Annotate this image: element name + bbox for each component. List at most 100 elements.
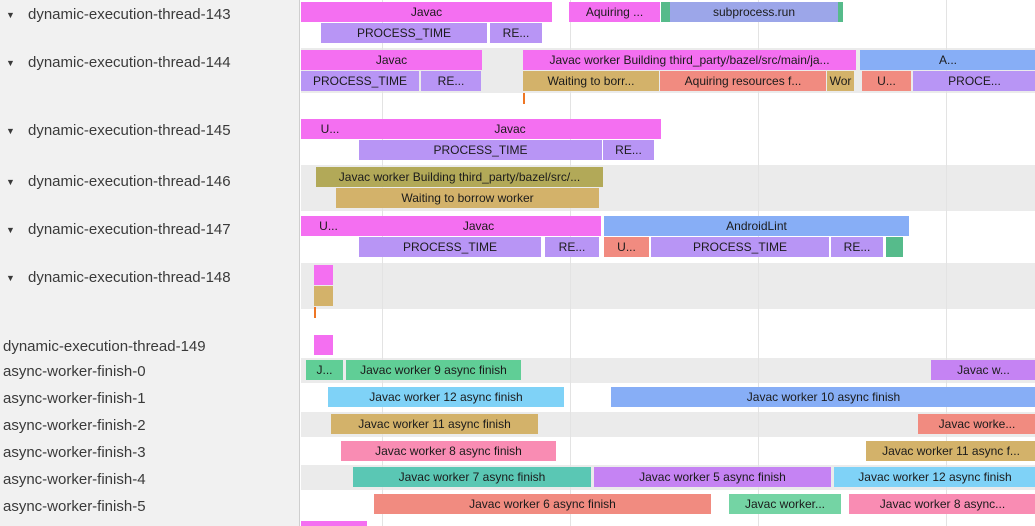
slice-bar[interactable]: AndroidLint — [604, 216, 909, 236]
expander-triangle-icon[interactable]: ▼ — [6, 224, 15, 235]
expander-triangle-icon[interactable]: ▼ — [6, 176, 15, 187]
slice-label: Javac — [462, 219, 495, 233]
slice-bar[interactable]: Javac worker 8 async finish — [341, 441, 556, 461]
slice-bar[interactable]: Javac worker 12 async finish — [328, 387, 564, 407]
track-header-dynamic-execution-thread-149[interactable]: dynamic-execution-thread-149 — [0, 336, 302, 357]
track-name: dynamic-execution-thread-143 — [28, 6, 231, 23]
slice-label: Javac worker 5 async finish — [639, 470, 786, 484]
slice-bar[interactable]: RE... — [831, 237, 883, 257]
slice-bar[interactable]: U... — [301, 119, 359, 139]
slice-bar[interactable]: U... — [862, 71, 911, 91]
slice-bar[interactable]: PROCESS_TIME — [359, 237, 541, 257]
timeline[interactable]: Javac Aquiring ... subprocess.run PROCESS_T… — [301, 0, 1035, 526]
slice-bar[interactable]: Aquiring ... — [569, 2, 660, 22]
track-header-async-worker-finish-4[interactable]: async-worker-finish-4 — [0, 469, 302, 490]
slice-label: Javac worker 10 async finish — [746, 390, 901, 404]
track-name: async-worker-finish-3 — [3, 444, 146, 461]
track-header-dynamic-execution-thread-147[interactable]: ▼ dynamic-execution-thread-147 — [0, 219, 299, 240]
slice-bar[interactable] — [661, 2, 670, 22]
track-header-dynamic-execution-thread-144[interactable]: ▼ dynamic-execution-thread-144 — [0, 52, 299, 73]
slice-bar[interactable]: Javac worker 11 async f... — [866, 441, 1035, 461]
track-header-async-worker-finish-2[interactable]: async-worker-finish-2 — [0, 415, 302, 436]
track-header-dynamic-execution-thread-146[interactable]: ▼ dynamic-execution-thread-146 — [0, 171, 299, 192]
slice-bar[interactable]: Javac worke... — [918, 414, 1035, 434]
expander-triangle-icon[interactable]: ▼ — [6, 57, 15, 68]
slice-label: Javac — [375, 53, 408, 67]
slice-bar[interactable]: U... — [301, 216, 356, 236]
slice-label: RE... — [558, 240, 586, 254]
slice-bar[interactable]: Javac w... — [931, 360, 1035, 380]
track-header-dynamic-execution-thread-143[interactable]: ▼ dynamic-execution-thread-143 — [0, 4, 299, 25]
track-name: async-worker-finish-1 — [3, 390, 146, 407]
expander-triangle-icon[interactable]: ▼ — [6, 9, 15, 20]
slice-bar[interactable]: PROCESS_TIME — [301, 71, 419, 91]
gridline — [382, 0, 383, 526]
slice-bar[interactable]: RE... — [421, 71, 481, 91]
slice-label: Javac worke... — [938, 417, 1016, 431]
slice-bar[interactable]: J... — [306, 360, 343, 380]
slice-bar[interactable]: A... — [860, 50, 1035, 70]
slice-bar[interactable]: PROCE... — [913, 71, 1035, 91]
slice-bar[interactable]: RE... — [603, 140, 654, 160]
slice-label: Aquiring resources f... — [684, 74, 802, 88]
expander-triangle-icon[interactable]: ▼ — [6, 272, 15, 283]
slice-bar[interactable]: PROCESS_TIME — [651, 237, 829, 257]
slice-bar[interactable]: Wor — [827, 71, 854, 91]
slice-bar[interactable] — [314, 265, 333, 285]
slice-label: Javac worker 8 async finish — [375, 444, 522, 458]
slice-bar[interactable]: PROCESS_TIME — [321, 23, 487, 43]
slice-label: PROCESS_TIME — [402, 240, 498, 254]
track-name: async-worker-finish-0 — [3, 363, 146, 380]
slice-label: Javac worker 12 async finish — [369, 390, 523, 404]
instant-event-tick[interactable] — [314, 307, 316, 318]
slice-bar[interactable]: Javac worker 6 async finish — [374, 494, 711, 514]
slice-bar[interactable]: Javac worker Building third_party/bazel/… — [316, 167, 603, 187]
slice-bar[interactable] — [886, 237, 903, 257]
slice-label: A... — [938, 53, 957, 67]
slice-bar[interactable] — [301, 521, 367, 526]
slice-bar[interactable]: Javac worker 8 async... — [849, 494, 1035, 514]
track-header-async-worker-finish-1[interactable]: async-worker-finish-1 — [0, 388, 302, 409]
track-header-async-worker-finish-0[interactable]: async-worker-finish-0 — [0, 361, 302, 382]
slice-bar[interactable]: Javac worker 9 async finish — [346, 360, 521, 380]
slice-bar[interactable]: Javac — [356, 216, 601, 236]
slice-bar[interactable]: Javac worker 12 async finish — [834, 467, 1035, 487]
slice-bar[interactable] — [838, 2, 843, 22]
slice-bar[interactable]: RE... — [545, 237, 599, 257]
slice-bar[interactable]: Javac worker 11 async finish — [331, 414, 538, 434]
track-header-dynamic-execution-thread-148[interactable]: ▼ dynamic-execution-thread-148 — [0, 267, 299, 288]
slice-bar[interactable]: Waiting to borr... — [523, 71, 659, 91]
slice-bar[interactable]: Javac worker 7 async finish — [353, 467, 591, 487]
slice-label: Waiting to borrow worker — [401, 191, 534, 205]
slice-label: PROCE... — [948, 74, 1001, 88]
track-header-async-worker-finish-5[interactable]: async-worker-finish-5 — [0, 496, 302, 517]
slice-label: Wor — [829, 74, 852, 88]
track-header-async-worker-finish-3[interactable]: async-worker-finish-3 — [0, 442, 302, 463]
slice-bar[interactable]: Javac worker 10 async finish — [611, 387, 1035, 407]
slice-bar[interactable] — [314, 335, 333, 355]
slice-label: PROCESS_TIME — [312, 74, 408, 88]
instant-event-tick[interactable] — [523, 93, 525, 104]
track-name: async-worker-finish-5 — [3, 498, 146, 515]
slice-bar[interactable]: Javac worker Building third_party/bazel/… — [523, 50, 856, 70]
track-header-dynamic-execution-thread-145[interactable]: ▼ dynamic-execution-thread-145 — [0, 120, 299, 141]
slice-bar[interactable]: U... — [604, 237, 649, 257]
slice-bar[interactable]: Javac — [301, 2, 552, 22]
slice-bar[interactable]: Javac worker... — [729, 494, 841, 514]
slice-label: Javac worker 8 async... — [879, 497, 1006, 511]
slice-bar[interactable]: Javac — [359, 119, 661, 139]
slice-bar[interactable]: PROCESS_TIME — [359, 140, 602, 160]
slice-label: Javac w... — [957, 363, 1010, 377]
slice-bar[interactable]: subprocess.run — [670, 2, 838, 22]
slice-bar[interactable] — [314, 286, 333, 306]
expander-triangle-icon[interactable]: ▼ — [6, 125, 15, 136]
slice-bar[interactable]: Aquiring resources f... — [660, 71, 826, 91]
slice-label: U... — [319, 219, 338, 233]
slice-bar[interactable]: Javac worker 5 async finish — [594, 467, 831, 487]
slice-bar[interactable]: Waiting to borrow worker — [336, 188, 599, 208]
slice-bar[interactable]: Javac — [301, 50, 482, 70]
slice-label: RE... — [615, 143, 642, 157]
slice-label: U... — [320, 122, 340, 136]
slice-bar[interactable]: RE... — [490, 23, 542, 43]
